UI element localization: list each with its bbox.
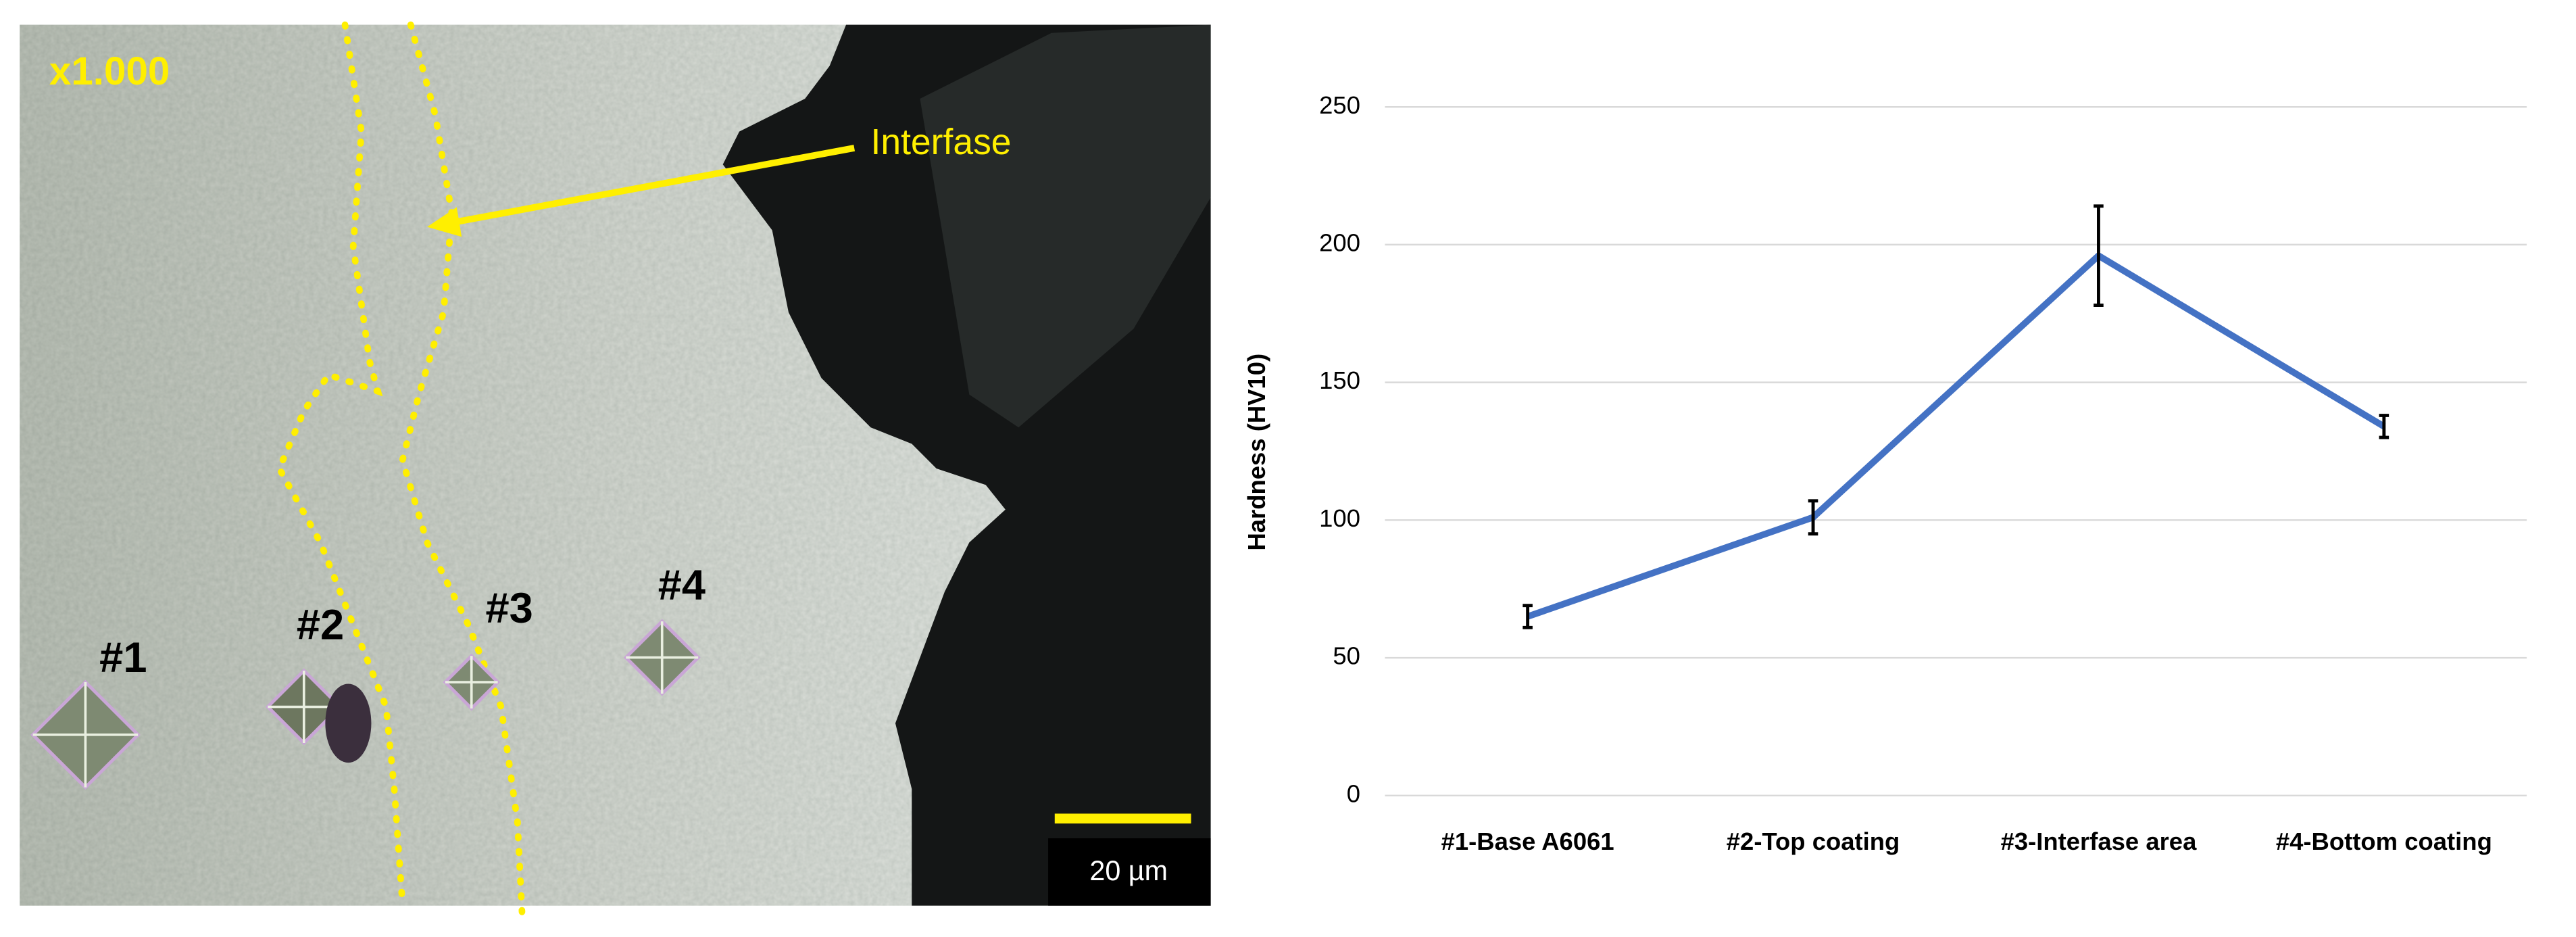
error-bar — [2094, 204, 2104, 307]
line — [1527, 252, 2386, 620]
interface-boundary — [399, 21, 526, 924]
indent — [445, 656, 498, 708]
arrow-head — [427, 207, 462, 237]
pore — [325, 683, 372, 763]
scale-label: 20 µm — [1089, 855, 1168, 886]
point-label: #4 — [658, 562, 705, 609]
x-tick-label: #3-Interfase area — [2001, 827, 2198, 855]
point-label: #3 — [485, 585, 532, 632]
arrow — [446, 145, 856, 227]
error-bar — [2379, 414, 2389, 439]
indent — [626, 621, 699, 694]
micrograph: x1.000 Interfase #1 #2 #3 #4 20 µm — [20, 21, 1211, 924]
x-tick-label: #1-Base A6061 — [1441, 827, 1614, 855]
point-label: #2 — [297, 602, 344, 649]
scale-box — [1048, 838, 1211, 906]
indents — [30, 619, 701, 790]
resin-texture — [920, 24, 1211, 428]
y-tick-label: 100 — [1319, 504, 1360, 532]
y-tick-label: 50 — [1333, 642, 1360, 670]
magnification: x1.000 — [49, 49, 170, 93]
error-bar — [1522, 604, 1533, 629]
point-label: #1 — [99, 634, 147, 681]
y-axis-label: Hardness (HV10) — [1243, 354, 1270, 551]
y-tick-label: 0 — [1347, 779, 1360, 807]
y-tick-label: 200 — [1319, 229, 1360, 257]
indent — [32, 682, 139, 788]
y-tick-label: 250 — [1319, 91, 1360, 119]
x-tick-label: #4-Bottom coating — [2276, 827, 2492, 855]
annotation: Interfase — [870, 122, 1011, 162]
x-tick-label: #2-Top coating — [1727, 827, 1900, 855]
y-tick-label: 150 — [1319, 366, 1360, 394]
chart-area — [1210, 24, 2576, 906]
interface-boundary — [275, 21, 406, 908]
error-bar — [1808, 499, 1818, 536]
